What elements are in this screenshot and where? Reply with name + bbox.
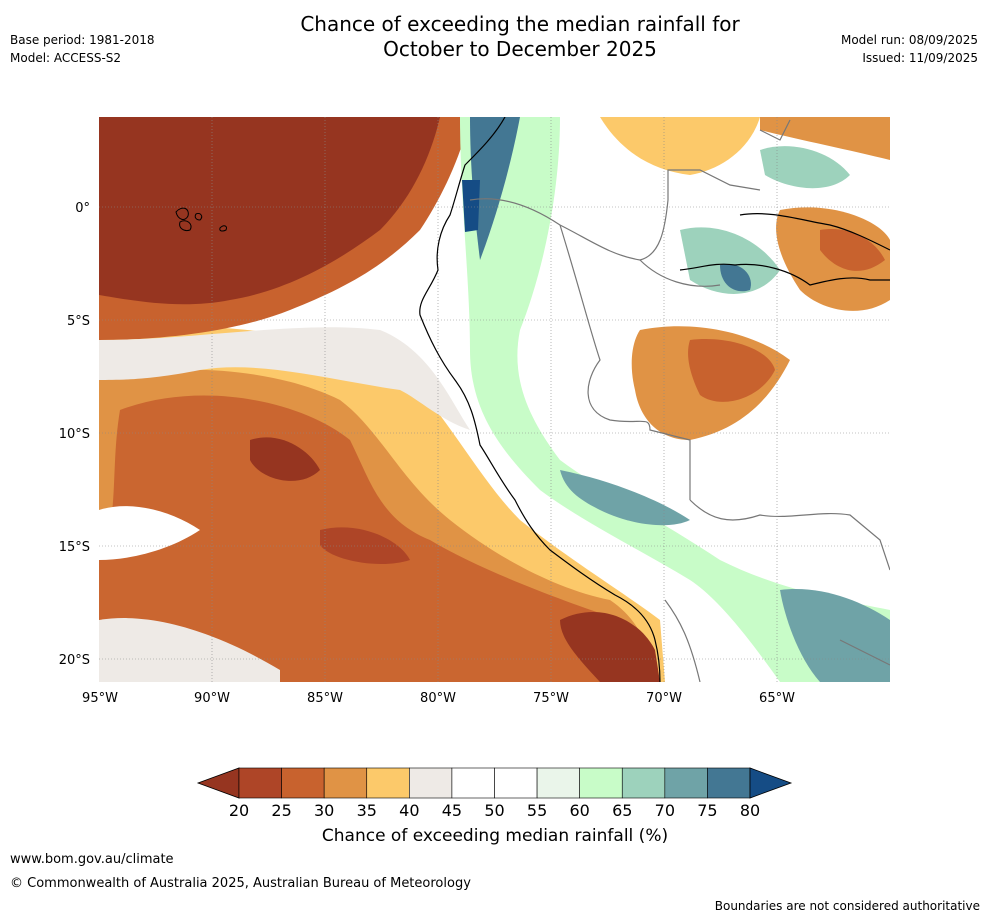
graticule [99,117,890,682]
lat-label: 5°S [67,314,90,329]
wet-amazon-patch [680,227,780,294]
inland-drier-central [688,339,775,402]
colorbar-tick-label: 40 [399,801,419,820]
lon-label: 90°W [194,691,230,706]
lon-label: 70°W [646,691,682,706]
lat-label: 10°S [59,427,90,442]
ocean-driest-patch [250,437,320,481]
country-boundaries [469,119,890,682]
colorbar-tick-label: 45 [442,801,462,820]
wet-northern-core [470,117,520,260]
colorbar-swatch [323,767,368,799]
colorbar [196,767,793,799]
colorbar-tick-label: 25 [271,801,291,820]
lon-label: 95°W [82,691,118,706]
lon-label: 65°W [759,691,795,706]
colorbar-swatch [409,767,453,799]
lon-label: 80°W [420,691,456,706]
colorbar-tick-label: 35 [357,801,377,820]
inland-dry-northeast [760,117,890,160]
colorbar-tick-label: 70 [655,801,675,820]
colorbar-tick-label: 20 [229,801,249,820]
colorbar-tick-label: 60 [569,801,589,820]
title-line-1: Chance of exceeding the median rainfall … [300,12,740,36]
base-period: Base period: 1981-2018 [10,33,155,47]
pale-transition-band [99,327,470,430]
issued-date: Issued: 11/09/2025 [862,51,978,65]
colorbar-swatch [536,767,580,799]
inland-drier-east [820,229,885,271]
colorbar-swatch [281,767,325,799]
lon-label: 85°W [307,691,343,706]
colorbar-swatch [621,767,666,799]
model-run: Model run: 08/09/2025 [840,33,978,47]
colorbar-swatch [238,767,282,799]
coastline [419,117,890,682]
meta-left: Base period: 1981-2018 Model: ACCESS-S2 [10,31,155,67]
footer-url[interactable]: www.bom.gov.au/climate [10,852,174,867]
colorbar-extend-low [196,767,240,799]
colorbar-tick-label: 65 [612,801,632,820]
rainfall-map [99,117,890,682]
longitude-labels: 95°W 90°W 85°W 80°W 75°W 70°W 65°W [82,691,795,706]
colorbar-label: Chance of exceeding median rainfall (%) [321,826,669,846]
coast-driest-patch [560,611,660,682]
equatorial-driest-blob [99,117,440,305]
inland-dry-north [600,117,760,175]
colorbar-swatch [707,767,751,799]
wet-amazon-core [720,264,751,292]
colorbar-extend-high [749,767,793,799]
title-line-2: October to December 2025 [383,37,657,61]
colorbar-tick-label: 50 [484,801,504,820]
wettest-patch [462,180,480,232]
colorbar-tick-label: 55 [527,801,547,820]
colorbar-swatch [366,767,410,799]
ocean-pale-area [99,506,200,560]
wet-teal-band [560,470,690,526]
wet-northeast-patch [760,146,850,189]
meta-right: Model run: 08/09/2025 Issued: 11/09/2025 [841,31,978,67]
latitude-labels: 0° 5°S 10°S 15°S 20°S [59,201,90,668]
map-title: Chance of exceeding the median rainfall … [220,12,820,62]
colorbar-swatch [451,767,495,799]
colorbar-swatch [664,767,708,799]
lon-label: 75°W [533,691,569,706]
colorbar-swatch [579,767,623,799]
ocean-pale-area-2 [99,618,280,682]
colorbar-ticks: 20 25 30 35 40 45 50 55 60 65 70 75 80 [229,801,760,820]
galapagos-islands [175,207,227,232]
ocean-driest-patch-2 [320,527,410,565]
lat-label: 15°S [59,540,90,555]
colorbar-tick-label: 80 [740,801,760,820]
footer-copyright: © Commonwealth of Australia 2025, Austra… [10,876,471,891]
colorbar-swatch [494,767,538,799]
lat-label: 20°S [59,653,90,668]
boundary-note: Boundaries are not considered authoritat… [714,899,980,913]
colorbar-tick-label: 75 [697,801,717,820]
colorbar-tick-label: 30 [314,801,334,820]
lat-label: 0° [75,201,90,216]
model-name: Model: ACCESS-S2 [10,51,122,65]
